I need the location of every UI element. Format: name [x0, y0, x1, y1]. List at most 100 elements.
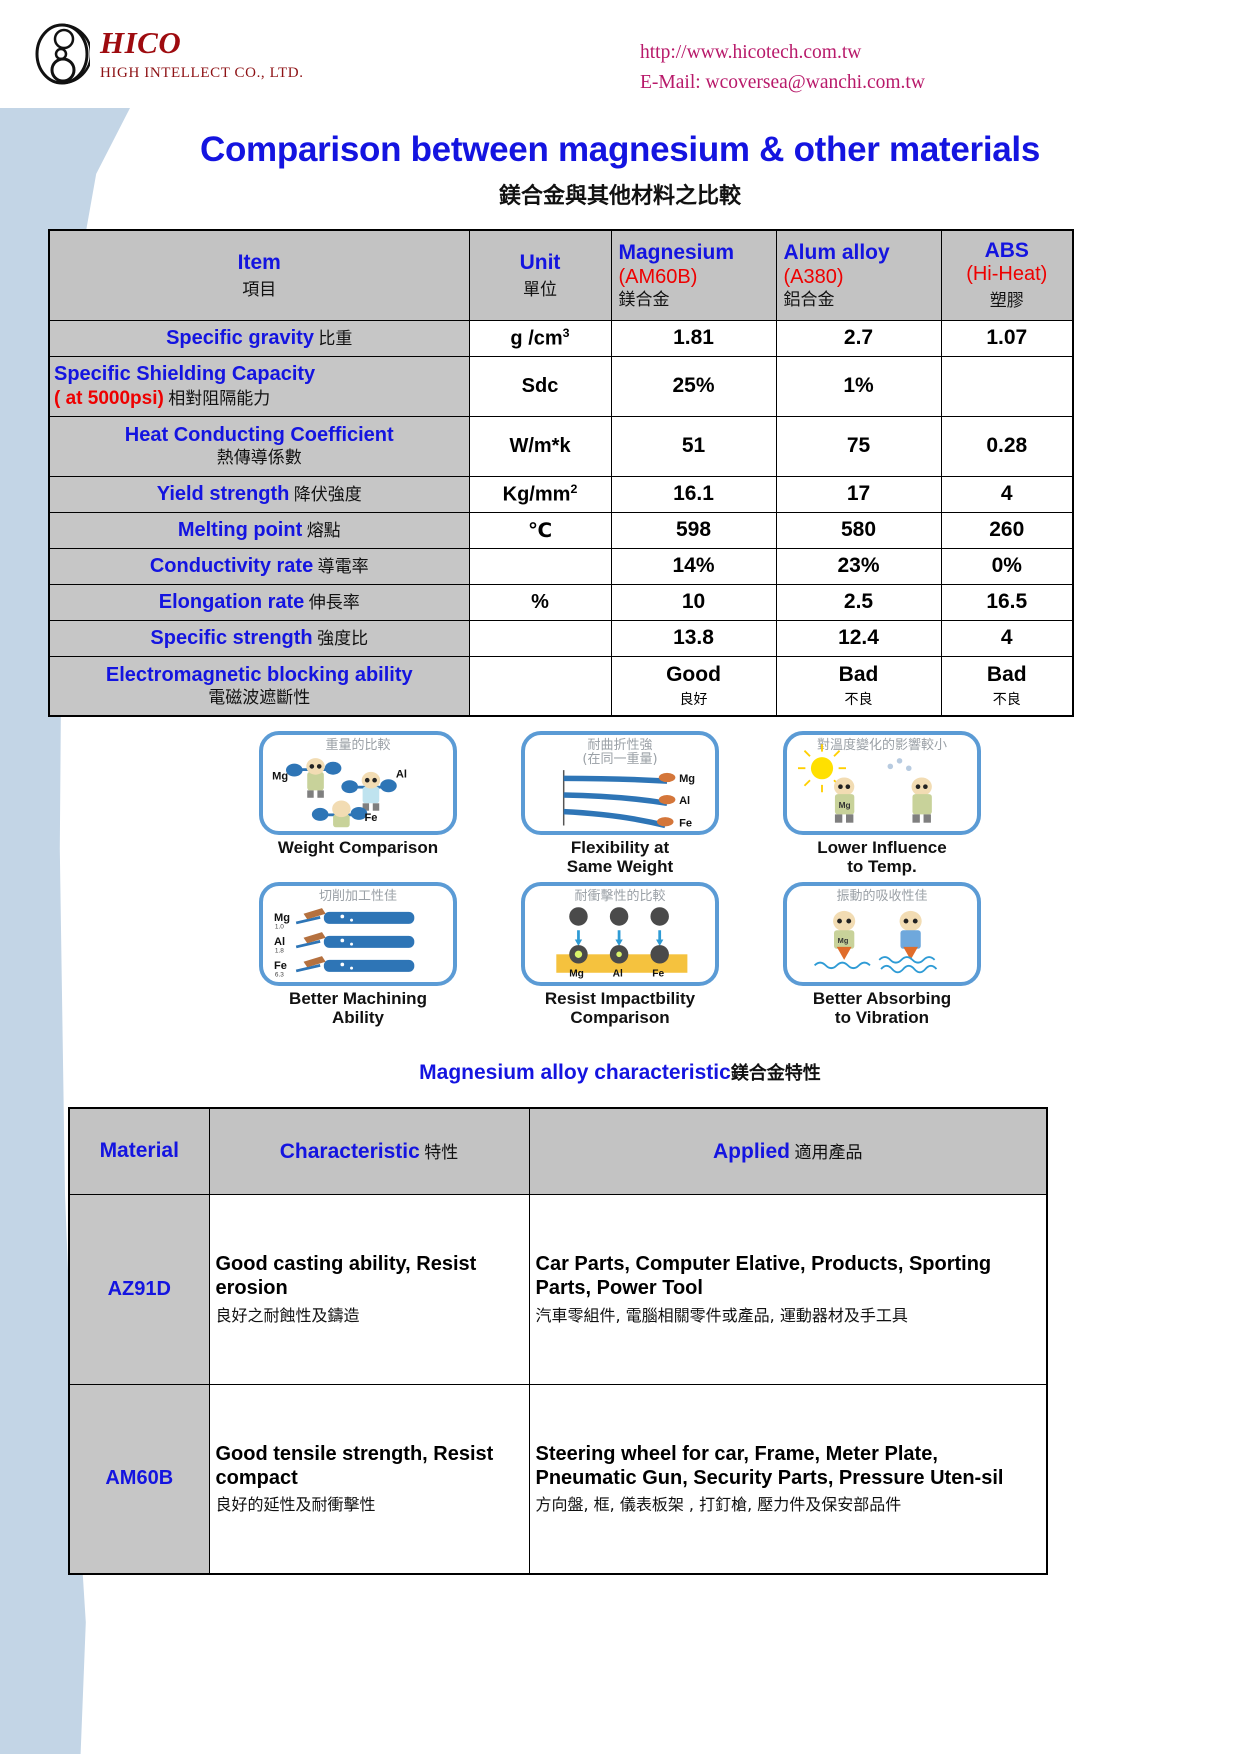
- value-cell-alum-alloy: 580: [775, 511, 942, 549]
- svg-text:Mg: Mg: [569, 969, 584, 980]
- svg-text:Al: Al: [679, 795, 690, 807]
- hico-logo-icon: [35, 23, 90, 85]
- logo-title: HICO: [100, 24, 182, 60]
- unit-cell: W/m*k: [468, 415, 612, 477]
- svg-text:Al: Al: [396, 768, 407, 780]
- table-row: Heat Conducting Coefficient 熱傳導係數 W/m*k 51 7…: [48, 415, 1074, 477]
- value-cell-abs: 260: [940, 511, 1074, 549]
- characteristic-en: Good casting ability, Resist erosion: [215, 1252, 477, 1300]
- row-label-cn: 熱傳導係數: [216, 447, 302, 468]
- row-label: Specific gravity 比重: [48, 319, 470, 357]
- value-cell-abs: 0.28: [940, 415, 1074, 477]
- comparison-table-wrapper: Item 項目 Unit 單位 Magnesium (AM60B) 鎂合金 Alum allo…: [48, 229, 1074, 717]
- flexibility-figure-icon: Mg Al Fe: [562, 770, 695, 829]
- page-subtitle: 鎂合金與其他材料之比較: [498, 183, 741, 209]
- column-header-en: ABS: [984, 239, 1029, 263]
- email-link[interactable]: E-Mail: wcoversea@wanchi.com.tw: [640, 72, 925, 94]
- row-label: Specific strength 強度比: [48, 619, 470, 657]
- illustration-card: 耐衝擊性的比較 Mg: [521, 882, 719, 987]
- value-cell-magnesium: 10: [610, 583, 777, 621]
- column-header-cn: 項目: [242, 279, 277, 300]
- svg-text:1.0: 1.0: [275, 924, 284, 931]
- value-cell-magnesium: 16.1: [610, 475, 777, 513]
- char-column-header-material: Material: [68, 1107, 210, 1195]
- characteristic-table: Material Characteristic 特性 Applied 適用產品 AZ9…: [68, 1107, 1048, 1576]
- row-label-note: ( at 5000psi) 相對阻隔能力: [54, 387, 271, 409]
- illustration-card: 耐曲折性強 (在同一重量) Mg Al Fe: [521, 731, 719, 835]
- material-name: AM60B: [68, 1383, 210, 1575]
- char-column-header-en: Material: [99, 1139, 179, 1163]
- website-link[interactable]: http://www.hicotech.com.tw: [640, 42, 862, 63]
- value-cell-magnesium: 25%: [610, 355, 777, 417]
- illustration-caption: Better Absorbing to Vibration: [812, 989, 952, 1028]
- value-cell-abs: 1.07: [940, 319, 1074, 357]
- row-label: Conductivity rate 導電率: [48, 547, 470, 585]
- value-cell-magnesium: 598: [610, 511, 777, 549]
- company-logo: HICO HIGH INTELLECT CO., LTD.: [34, 23, 304, 85]
- illustration-row-2: 切削加工性佳 Mg 1.0 Al 1.8 Fe 6.3: [240, 882, 1000, 1027]
- illustration-card: 切削加工性佳 Mg 1.0 Al 1.8 Fe 6.3: [259, 882, 457, 987]
- row-label-en: Specific gravity: [166, 326, 314, 349]
- characteristic-table-wrapper: Material Characteristic 特性 Applied 適用產品 AZ9…: [68, 1107, 1048, 1576]
- row-label: Heat Conducting Coefficient 熱傳導係數: [48, 415, 470, 477]
- value-cell-magnesium: 51: [610, 415, 777, 477]
- value-cell-alum-alloy: 1%: [775, 355, 942, 417]
- column-header-unit: Unit 單位: [468, 229, 612, 321]
- contact-info: http://www.hicotech.com.tw E-Mail: wcove…: [640, 38, 925, 98]
- value-cell-alum-alloy: 75: [775, 415, 942, 477]
- column-header-cn: 塑膠: [989, 291, 1024, 312]
- unit-cell: g /cm3: [468, 319, 612, 357]
- svg-text:Mg: Mg: [838, 936, 849, 945]
- svg-text:Fe: Fe: [274, 960, 287, 972]
- column-header-cn: 單位: [523, 279, 557, 300]
- characteristic-row: AZ91D Good casting ability, Resist erosio…: [68, 1193, 1048, 1385]
- svg-text:Mg: Mg: [679, 773, 695, 785]
- illustration-vibration: 振動的吸收性佳 Mg: [764, 882, 1000, 1027]
- row-label: Elongation rate 伸長率: [48, 583, 470, 621]
- column-header-cn: 鋁合金: [783, 289, 835, 310]
- column-header-abs: ABS (Hi-Heat) 塑膠: [940, 229, 1074, 321]
- column-header-en: Unit: [519, 250, 561, 274]
- applied-description: Car Parts, Computer Elative, Products, S…: [528, 1193, 1048, 1385]
- illustration-flexibility: 耐曲折性強 (在同一重量) Mg Al Fe Flexibility at Same…: [502, 731, 738, 876]
- row-label-cn: 電磁波遮斷性: [208, 687, 311, 708]
- table-row: Yield strength 降伏強度 Kg/mm2 16.1 17 4: [48, 475, 1074, 513]
- illustration-card: 對溫度變化的影響較小 Mg: [783, 731, 981, 835]
- material-name: AZ91D: [68, 1193, 210, 1385]
- section-label: Magnesium alloy characteristic鎂合金特性: [0, 1059, 1240, 1085]
- value-cell-magnesium: 13.8: [610, 619, 777, 657]
- illustration-impact: 耐衝擊性的比較 Mg: [502, 882, 738, 1027]
- illustration-caption: Weight Comparison: [277, 838, 439, 857]
- value-cell-alum-alloy: 17: [775, 475, 942, 513]
- svg-text:Mg: Mg: [274, 912, 290, 924]
- svg-text:6.3: 6.3: [275, 972, 284, 979]
- column-header-magnesium: Magnesium (AM60B) 鎂合金: [610, 229, 777, 321]
- illustration-caption: Lower Influence to Temp.: [817, 838, 947, 877]
- svg-text:Mg: Mg: [839, 800, 851, 810]
- value-cell-magnesium: 14%: [610, 547, 777, 585]
- value-cell-abs: 4: [940, 619, 1074, 657]
- card-caption-cn: 振動的吸收性佳: [836, 889, 928, 905]
- card-caption-cn: 耐曲折性強 (在同一重量): [582, 738, 658, 768]
- svg-text:Al: Al: [274, 936, 285, 948]
- row-label-en: Electromagnetic blocking ability: [105, 663, 413, 686]
- characteristic-row: AM60B Good tensile strength, Resist compa…: [68, 1383, 1048, 1575]
- row-label-cn: 熔點: [306, 520, 341, 541]
- column-header-alum-alloy: Alum alloy (A380) 鋁合金: [775, 229, 942, 321]
- illustration-gallery: 重量的比較 Mg: [240, 731, 1000, 1027]
- illustration-machining: 切削加工性佳 Mg 1.0 Al 1.8 Fe 6.3: [240, 882, 476, 1027]
- card-caption-cn: 對溫度變化的影響較小: [816, 738, 947, 753]
- row-label-cn: 降伏強度: [293, 484, 362, 505]
- characteristic-cn: 良好之耐蝕性及鑄造: [215, 1305, 360, 1325]
- column-header-code: (AM60B): [618, 266, 698, 289]
- row-label-en: Elongation rate: [158, 590, 305, 613]
- row-label-cn: 比重: [318, 328, 353, 349]
- svg-text:Fe: Fe: [652, 969, 664, 980]
- char-column-header-en: Applied: [713, 1140, 791, 1164]
- table-row: Specific Shielding Capacity( at 5000psi)…: [48, 355, 1074, 417]
- characteristic-cn: 良好的延性及耐衝擊性: [215, 1495, 376, 1515]
- row-label-en: Specific Shielding Capacity: [54, 362, 316, 385]
- applied-en: Steering wheel for car, Frame, Meter Pla…: [535, 1442, 1004, 1489]
- table-row: Electromagnetic blocking ability 電磁波遮斷性 Go…: [48, 655, 1074, 717]
- unit-cell: ℃: [468, 511, 612, 549]
